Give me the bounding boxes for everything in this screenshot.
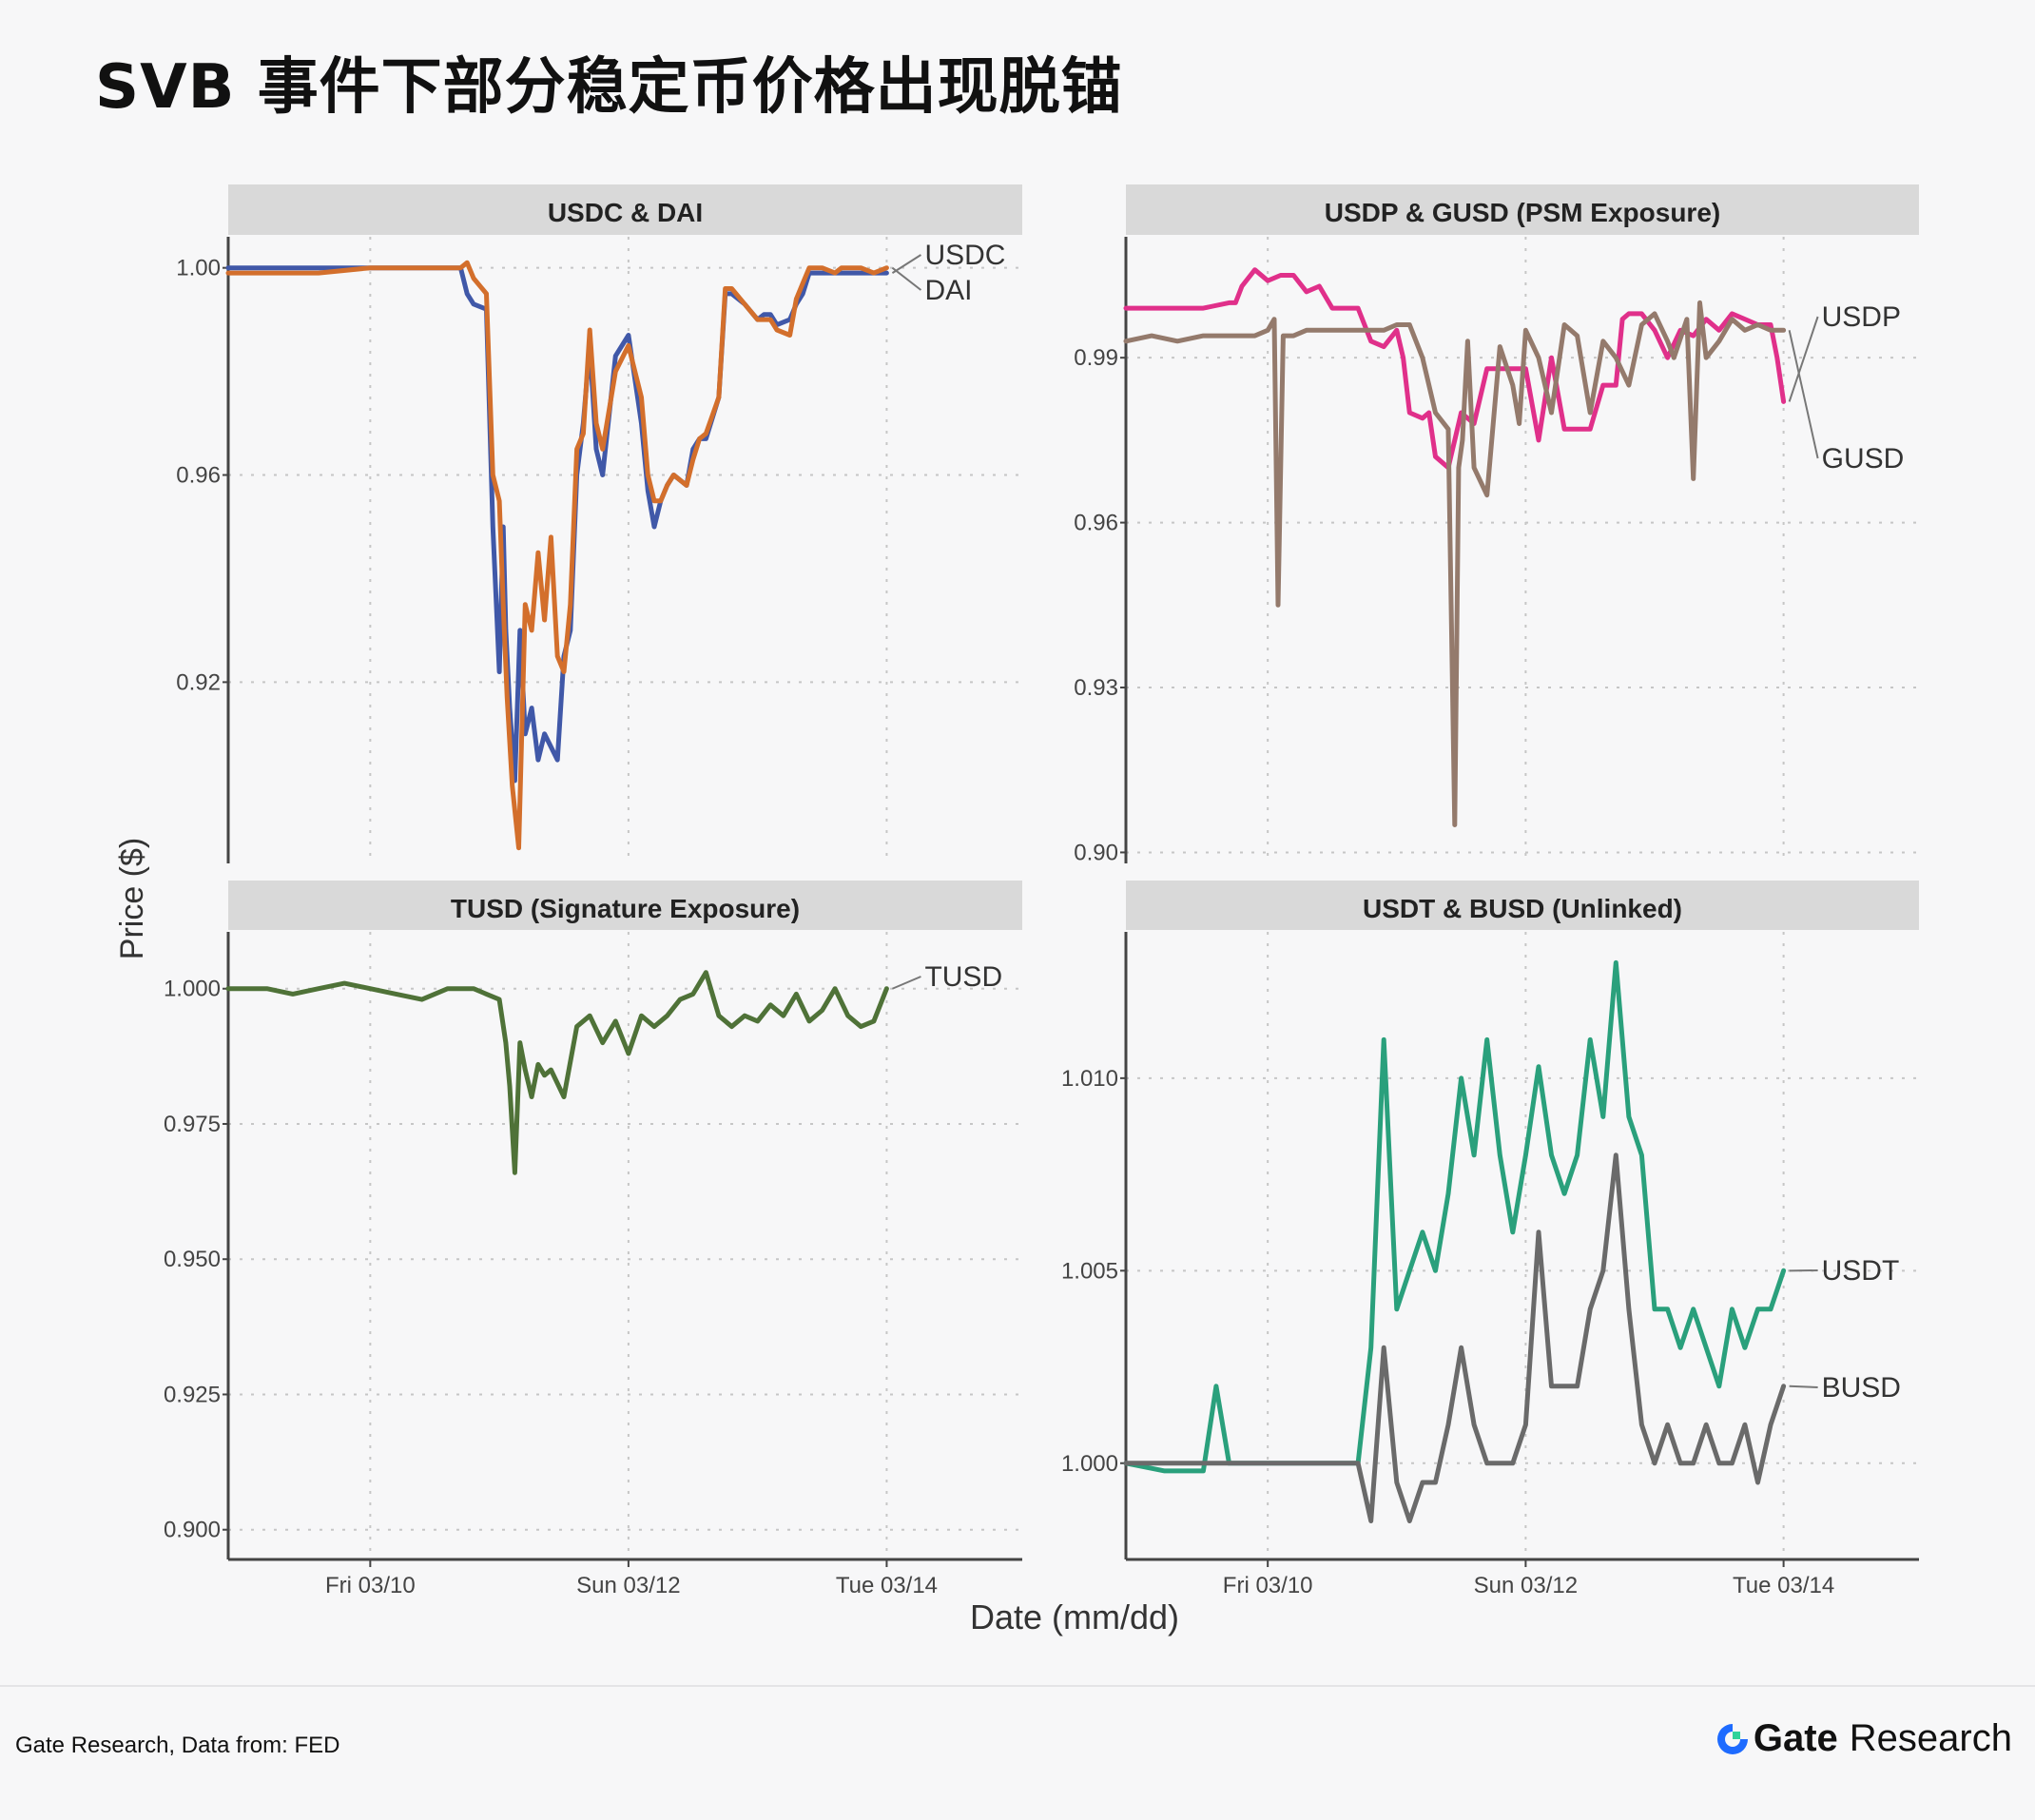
series-label-dai: DAI — [924, 275, 972, 306]
y-tick-label: 0.96 — [1074, 511, 1118, 536]
series-label-usdt: USDT — [1822, 1255, 1900, 1287]
y-axis-label: Price ($) — [114, 838, 150, 959]
y-tick-label: 0.99 — [1074, 345, 1118, 371]
x-tick-label: Fri 03/10 — [325, 1573, 416, 1598]
y-tick-label: 1.000 — [164, 977, 221, 1002]
series-line-usdc — [225, 265, 889, 784]
series-leader-line — [1789, 1384, 1818, 1388]
x-tick-label: Tue 03/14 — [1733, 1573, 1834, 1598]
x-tick-label: Sun 03/12 — [576, 1573, 680, 1598]
series-label-busd: BUSD — [1822, 1372, 1901, 1404]
panel-title: USDT & BUSD (Unlinked) — [1363, 894, 1682, 923]
chart-area: USDC & DAI 1.00 0.96 0.92 USDC DAI USDP & GUSD… — [114, 184, 1919, 1636]
series-label-usdc: USDC — [924, 240, 1005, 271]
series-label-gusd: GUSD — [1822, 443, 1905, 474]
y-tick-label: 0.975 — [164, 1112, 221, 1137]
y-tick-label: 0.92 — [176, 669, 221, 695]
chart-panel-3: TUSD (Signature Exposure) 1.000 0.975 0.950… — [164, 881, 1022, 1598]
y-tick-label: 0.900 — [164, 1518, 221, 1543]
x-tick-label: Fri 03/10 — [1223, 1573, 1313, 1598]
panel-strip — [228, 881, 1022, 930]
y-tick-label: 0.950 — [164, 1247, 221, 1272]
y-tick-label: 0.93 — [1074, 675, 1118, 701]
series-leader-line — [1788, 330, 1819, 459]
y-tick-label: 0.90 — [1074, 840, 1118, 865]
series-line-tusd — [225, 970, 889, 1175]
series-line-gusd — [1123, 300, 1787, 827]
series-line-dai — [225, 260, 889, 851]
series-leader-line — [891, 266, 922, 291]
chart-panel-1: USDC & DAI 1.00 0.96 0.92 USDC DAI — [176, 184, 1022, 863]
y-tick-label: 0.96 — [176, 463, 221, 489]
chart-panel-4: USDT & BUSD (Unlinked) 1.010 1.005 1.000 Fri… — [1061, 881, 1919, 1598]
series-line-usdp — [1123, 267, 1787, 471]
series-leader-line — [892, 976, 921, 990]
brand-logo: Gate Research — [1714, 1717, 2012, 1760]
x-axis-label: Date (mm/dd) — [970, 1597, 1179, 1636]
panel-title: TUSD (Signature Exposure) — [451, 894, 800, 923]
panel-strip — [1126, 881, 1919, 930]
gate-logo-icon — [1716, 1723, 1748, 1754]
y-tick-label: 1.010 — [1061, 1066, 1118, 1092]
panel-title: USDC & DAI — [548, 198, 703, 227]
footer-divider — [0, 1685, 2035, 1687]
panel-title: USDP & GUSD (PSM Exposure) — [1325, 198, 1720, 227]
panel-strip — [1126, 184, 1919, 235]
x-tick-label: Sun 03/12 — [1474, 1573, 1578, 1598]
series-label-tusd: TUSD — [924, 961, 1002, 993]
brand-suffix: Research — [1849, 1717, 2012, 1759]
source-note: Gate Research, Data from: FED — [15, 1733, 340, 1758]
y-tick-label: 1.00 — [176, 256, 221, 281]
x-tick-label: Tue 03/14 — [836, 1573, 938, 1598]
series-label-usdp: USDP — [1822, 301, 1901, 333]
series-line-busd — [1123, 1152, 1787, 1523]
y-tick-label: 1.000 — [1061, 1451, 1118, 1477]
page-title: SVB 事件下部分稳定币价格出现脱锚 — [95, 52, 1123, 123]
brand-name: Gate — [1753, 1717, 1838, 1759]
y-tick-label: 0.925 — [164, 1382, 221, 1407]
y-tick-label: 1.005 — [1061, 1258, 1118, 1284]
series-leader-line — [1788, 316, 1819, 402]
panel-strip — [228, 184, 1022, 235]
chart-panel-2: USDP & GUSD (PSM Exposure) 0.99 0.96 0.93 0.… — [1074, 184, 1919, 865]
series-leader-line — [891, 254, 921, 274]
